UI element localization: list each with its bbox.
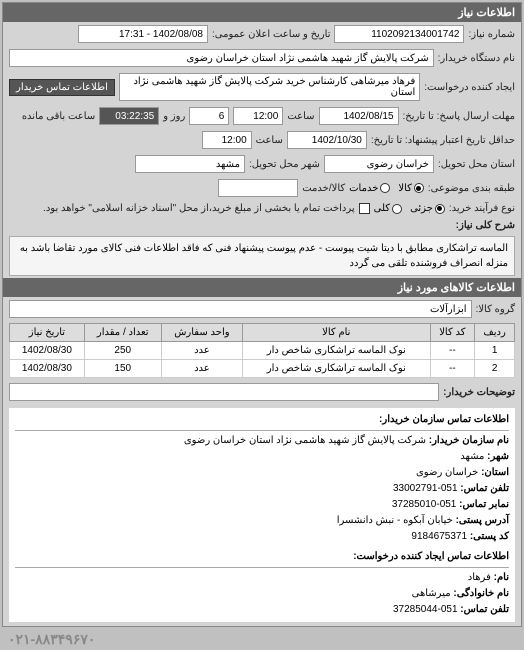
deadline-send-time: 12:00 [233, 107, 283, 125]
radio-partial[interactable]: جزئی [410, 203, 445, 214]
postcode-value: 9184675371 [411, 531, 467, 542]
contact-section: اطلاعات تماس سازمان خریدار: نام سازمان خ… [9, 408, 515, 622]
table-cell: 1 [475, 342, 515, 360]
group-value: ابزارآلات [9, 300, 472, 318]
section-header-goods: اطلاعات کالاهای مورد نیاز [3, 278, 521, 297]
table-row: 2--نوک الماسه تراشکاری شاخص دارعدد150140… [10, 360, 515, 378]
table-cell: 1402/08/30 [10, 360, 85, 378]
days-value: 6 [189, 107, 229, 125]
radio-khadamat[interactable]: خدمات [349, 183, 390, 194]
delivery-state-value: خراسان رضوی [324, 155, 434, 173]
col-qty: تعداد / مقدار [84, 324, 161, 342]
table-cell: عدد [161, 342, 242, 360]
tax-checkbox[interactable] [359, 203, 370, 214]
section-header-need-info: اطلاعات نیاز [3, 3, 521, 22]
req-phone-value: 051-37285044 [393, 604, 458, 615]
delivery-city-value: مشهد [135, 155, 245, 173]
buyer-org-label: نام دستگاه خریدار: [438, 53, 515, 64]
radio-partial-label: جزئی [410, 203, 433, 214]
remain-label: ساعت باقی مانده [22, 111, 95, 122]
postcode-label: کد پستی: [470, 531, 509, 542]
radio-total-label: کلی [374, 203, 390, 214]
fax-value: 051-37285010 [392, 499, 457, 510]
budget-radio-group: کالا خدمات [349, 183, 424, 194]
fax-label: نمابر تماس: [459, 499, 509, 510]
buyer-contact-button[interactable]: اطلاعات تماس خریدار [9, 79, 115, 96]
desc-text: الماسه تراشکاری مطابق با دیتا شیت پیوست … [9, 236, 515, 276]
radio-dot-icon [392, 204, 402, 214]
table-cell: 1402/08/30 [10, 342, 85, 360]
days-label: روز و [163, 111, 185, 122]
table-cell: 150 [84, 360, 161, 378]
state-value: خراسان رضوی [416, 467, 478, 478]
table-cell: -- [430, 360, 475, 378]
time-label-1: ساعت [287, 111, 314, 122]
kala-khadmat-value [218, 179, 298, 197]
deadline-send-label: مهلت ارسال پاسخ: تا تاریخ: [403, 111, 515, 122]
col-name: نام کالا [243, 324, 430, 342]
radio-total[interactable]: کلی [374, 203, 402, 214]
buyer-notes-value [9, 383, 439, 401]
city-label: شهر: [487, 451, 509, 462]
tax-note: پرداخت تمام یا بخشی از مبلغ خرید،از محل … [43, 203, 355, 214]
table-header-row: ردیف کد کالا نام کالا واحد سفارش تعداد /… [10, 324, 515, 342]
phone-value: 051-33002791 [393, 483, 458, 494]
col-unit: واحد سفارش [161, 324, 242, 342]
goods-table: ردیف کد کالا نام کالا واحد سفارش تعداد /… [9, 323, 515, 378]
footer-phone: ۰۲۱-۸۸۳۴۹۶۷۰ [0, 629, 524, 650]
radio-dot-icon [435, 204, 445, 214]
table-cell: 250 [84, 342, 161, 360]
radio-dot-icon [380, 183, 390, 193]
org-label: نام سازمان خریدار: [429, 435, 509, 446]
radio-kala-label: کالا [398, 183, 412, 194]
desc-label: شرح کلی نیاز: [456, 220, 515, 231]
table-row: 1--نوک الماسه تراشکاری شاخص دارعدد250140… [10, 342, 515, 360]
need-no-label: شماره نیاز: [468, 29, 515, 40]
buy-type-radio-group: جزئی کلی [374, 203, 445, 214]
credit-date: 1402/10/30 [287, 131, 367, 149]
budget-label: طبقه بندی موضوعی: [428, 183, 515, 194]
col-row: ردیف [475, 324, 515, 342]
col-code: کد کالا [430, 324, 475, 342]
need-no-value: 1102092134001742 [334, 25, 464, 43]
radio-kala[interactable]: کالا [398, 183, 424, 194]
family-value: میرشاهی [412, 588, 451, 599]
remain-value: 03:22:35 [99, 107, 159, 125]
table-cell: نوک الماسه تراشکاری شاخص دار [243, 342, 430, 360]
address-value: خیابان آبکوه - نبش دانشسرا [337, 515, 453, 526]
buyer-org-value: شرکت پالایش گاز شهید هاشمی نژاد استان خر… [9, 49, 434, 67]
radio-dot-icon [414, 183, 424, 193]
kala-khadmat-label: کالا/خدمت [302, 183, 345, 194]
delivery-state-label: استان محل تحویل: [438, 159, 515, 170]
phone-label: تلفن تماس: [460, 483, 509, 494]
table-cell: 2 [475, 360, 515, 378]
deadline-send-date: 1402/08/15 [319, 107, 399, 125]
announce-value: 1402/08/08 - 17:31 [78, 25, 208, 43]
delivery-city-label: شهر محل تحویل: [249, 159, 320, 170]
family-label: نام خانوادگی: [453, 588, 509, 599]
contact-header: اطلاعات تماس سازمان خریدار: [15, 412, 509, 431]
buyer-notes-label: توضیحات خریدار: [443, 387, 515, 398]
time-label-2: ساعت [256, 135, 283, 146]
announce-label: تاریخ و ساعت اعلان عمومی: [212, 29, 331, 40]
state-label: استان: [481, 467, 509, 478]
name-value: فرهاد [468, 572, 491, 583]
buy-type-label: نوع فرآیند خرید: [449, 203, 515, 214]
table-cell: عدد [161, 360, 242, 378]
name-label: نام: [494, 572, 509, 583]
org-value: شرکت پالایش گاز شهید هاشمی نژاد استان خر… [184, 435, 426, 446]
group-label: گروه کالا: [476, 304, 515, 315]
table-cell: -- [430, 342, 475, 360]
city-value: مشهد [460, 451, 484, 462]
credit-time: 12:00 [202, 131, 252, 149]
address-label: آدرس پستی: [456, 515, 509, 526]
req-phone-label: تلفن تماس: [460, 604, 509, 615]
credit-label: حداقل تاریخ اعتبار پیشنهاد: تا تاریخ: [371, 135, 515, 146]
requester-value: فرهاد میرشاهی کارشناس خرید شرکت پالایش گ… [119, 73, 420, 101]
col-date: تاریخ نیاز [10, 324, 85, 342]
radio-khadamat-label: خدمات [349, 183, 378, 194]
table-cell: نوک الماسه تراشکاری شاخص دار [243, 360, 430, 378]
requester-label: ایجاد کننده درخواست: [424, 82, 515, 93]
req-creator-header: اطلاعات تماس ایجاد کننده درخواست: [15, 549, 509, 568]
